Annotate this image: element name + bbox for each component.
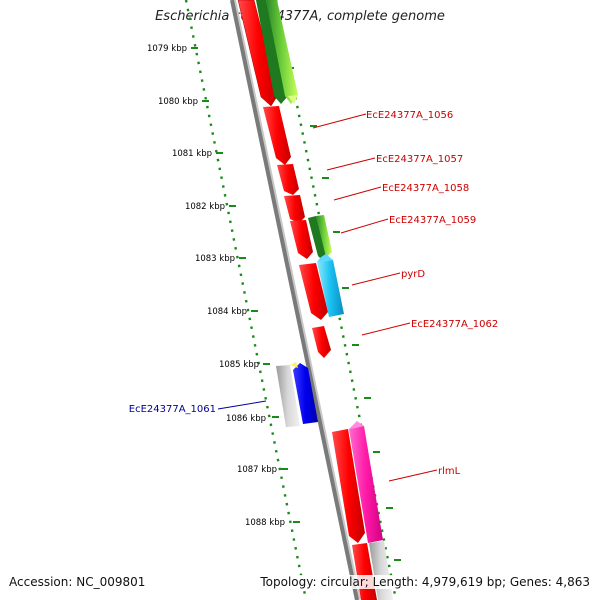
ruler-tick-label: 1085 kbp — [219, 360, 259, 370]
gene-EcE24377A_1061-tip — [290, 362, 298, 368]
gene-EcE24377A_1061-gray[interactable] — [276, 365, 300, 427]
gene-features — [237, 0, 393, 600]
gene-pyrD-red[interactable] — [299, 263, 328, 320]
ruler-tick-label: 1084 kbp — [207, 307, 247, 317]
gene-EcE24377A_1062[interactable] — [312, 326, 331, 358]
gene-feature-red[interactable] — [237, 0, 279, 107]
gene-EcE24377A_1059-red[interactable] — [290, 220, 313, 259]
genome-summary-text: Topology: circular; Length: 4,979,619 bp… — [260, 575, 590, 589]
gene-rlmL[interactable] — [349, 426, 383, 543]
gene-label[interactable]: rlmL — [438, 466, 461, 477]
ruler-tick-label: 1087 kbp — [237, 465, 277, 475]
gene-pyrD[interactable] — [317, 260, 344, 317]
connector-pyrD — [351, 272, 401, 286]
connector-rlmL — [388, 469, 438, 482]
gene-feature-green[interactable] — [256, 0, 288, 104]
gene-label[interactable]: EcE24377A_1058 — [382, 183, 469, 194]
ruler-tick-label: 1079 kbp — [147, 44, 187, 54]
gene-label[interactable]: EcE24377A_1059 — [389, 215, 476, 226]
gene-feature-light-tip — [288, 95, 298, 104]
gene-rlmL-tip — [349, 421, 364, 429]
ruler-tick-label: 1088 kbp — [245, 518, 285, 528]
ruler-tick-label: 1086 kbp — [226, 414, 266, 424]
gene-EcE24377A_1057[interactable] — [277, 164, 299, 195]
accession-text: Accession: NC_009801 — [9, 575, 146, 589]
gene-EcE24377A_1058[interactable] — [284, 195, 305, 223]
gene-rlmL-red[interactable] — [332, 429, 365, 543]
gene-label[interactable]: pyrD — [401, 269, 425, 280]
ruler-tick-label: 1080 kbp — [158, 97, 198, 107]
gene-feature-lightgreen[interactable] — [266, 0, 298, 104]
gene-EcE24377A_1059[interactable] — [308, 216, 326, 258]
gene-labels: EcE24377A_1056 EcE24377A_1057 EcE24377A_… — [129, 110, 499, 477]
gene-label[interactable]: EcE24377A_1061 — [129, 404, 216, 415]
connector-EcE24377A_1058 — [333, 186, 382, 201]
connector-EcE24377A_1059 — [340, 218, 389, 234]
ruler-tick-label: 1083 kbp — [195, 254, 235, 264]
gene-label[interactable]: EcE24377A_1057 — [376, 154, 463, 165]
ruler-tick-label: 1082 kbp — [185, 202, 225, 212]
connector-EcE24377A_1062 — [361, 322, 411, 336]
gene-pyrD-tip — [317, 254, 333, 262]
gene-EcE24377A_1056[interactable] — [263, 106, 291, 165]
genome-backbone — [230, 0, 359, 600]
gene-label[interactable]: EcE24377A_1056 — [366, 110, 453, 121]
connector-EcE24377A_1061 — [217, 400, 267, 410]
connector-EcE24377A_1056 — [312, 113, 367, 129]
connector-EcE24377A_1057 — [326, 157, 376, 171]
gene-label[interactable]: EcE24377A_1062 — [411, 319, 498, 330]
label-connectors — [217, 113, 438, 482]
gene-EcE24377A_1061[interactable] — [293, 363, 318, 424]
gene-EcE24377A_1059-light[interactable] — [316, 215, 332, 257]
ruler-tick-label: 1081 kbp — [172, 149, 212, 159]
ruler-ticks — [191, 47, 300, 523]
map-title: Escherichia coli E24377A, complete genom… — [155, 9, 445, 24]
ruler-tick-labels: 1079 kbp 1080 kbp 1081 kbp 1082 kbp 1083… — [147, 44, 285, 528]
